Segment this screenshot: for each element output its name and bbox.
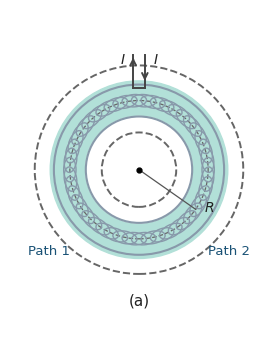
Ellipse shape — [131, 94, 156, 107]
Circle shape — [90, 120, 188, 219]
Ellipse shape — [176, 110, 196, 129]
Ellipse shape — [88, 105, 110, 122]
Ellipse shape — [113, 96, 137, 108]
Ellipse shape — [68, 131, 83, 154]
Ellipse shape — [141, 96, 165, 108]
Ellipse shape — [150, 97, 174, 112]
Ellipse shape — [176, 211, 196, 230]
Ellipse shape — [201, 148, 214, 173]
Ellipse shape — [64, 148, 77, 173]
Ellipse shape — [82, 211, 102, 230]
Ellipse shape — [190, 123, 206, 145]
Ellipse shape — [190, 195, 206, 217]
Ellipse shape — [68, 186, 83, 209]
Text: (a): (a) — [128, 293, 150, 308]
Text: Path 1: Path 1 — [28, 245, 70, 258]
Ellipse shape — [168, 105, 190, 122]
Ellipse shape — [183, 116, 202, 136]
Ellipse shape — [195, 186, 210, 209]
Ellipse shape — [64, 158, 76, 182]
Ellipse shape — [113, 231, 137, 244]
Ellipse shape — [122, 94, 147, 107]
Text: $I$: $I$ — [153, 53, 158, 67]
Circle shape — [50, 81, 228, 258]
Ellipse shape — [88, 217, 110, 235]
Ellipse shape — [76, 116, 95, 136]
Ellipse shape — [66, 176, 79, 200]
Ellipse shape — [183, 203, 202, 224]
Ellipse shape — [82, 110, 102, 129]
Ellipse shape — [66, 139, 79, 163]
Text: $I$: $I$ — [120, 53, 125, 67]
Ellipse shape — [201, 167, 214, 191]
Ellipse shape — [96, 223, 118, 239]
Ellipse shape — [122, 232, 147, 245]
Ellipse shape — [199, 139, 212, 163]
Text: Path 2: Path 2 — [208, 245, 250, 258]
Ellipse shape — [131, 232, 156, 245]
Ellipse shape — [104, 97, 128, 112]
Ellipse shape — [202, 158, 214, 182]
Ellipse shape — [104, 228, 128, 242]
Circle shape — [54, 85, 224, 255]
Ellipse shape — [195, 131, 210, 154]
Ellipse shape — [168, 217, 190, 235]
Ellipse shape — [76, 203, 95, 224]
Ellipse shape — [64, 167, 77, 191]
Circle shape — [86, 117, 192, 223]
Ellipse shape — [72, 195, 88, 217]
Text: $R$: $R$ — [204, 201, 215, 215]
Ellipse shape — [150, 228, 174, 242]
Ellipse shape — [96, 100, 118, 116]
Ellipse shape — [141, 231, 165, 244]
Ellipse shape — [72, 123, 88, 145]
Ellipse shape — [160, 100, 182, 116]
Ellipse shape — [199, 176, 212, 200]
Ellipse shape — [160, 223, 182, 239]
